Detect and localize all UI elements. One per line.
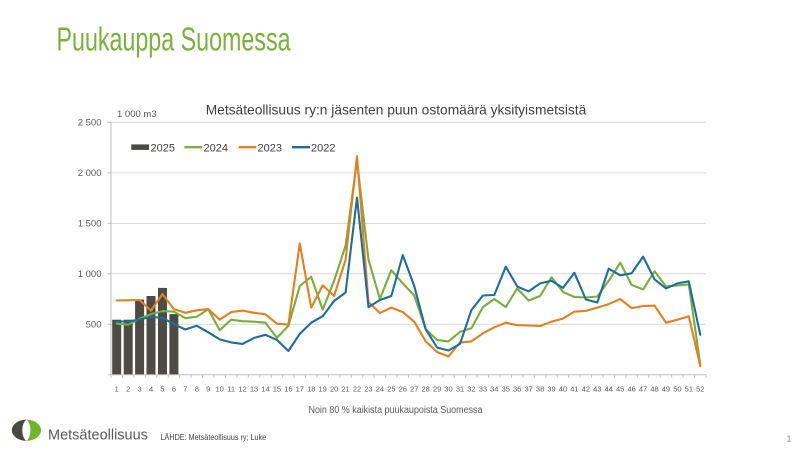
svg-text:Puukauppa Suomessa: Puukauppa Suomessa (57, 22, 291, 59)
svg-text:Metsäteollisuus: Metsäteollisuus (48, 428, 148, 444)
svg-text:1 500: 1 500 (78, 219, 102, 230)
svg-text:11: 11 (227, 385, 235, 394)
svg-text:40: 40 (559, 385, 567, 394)
svg-text:4: 4 (149, 385, 153, 394)
svg-text:32: 32 (467, 385, 475, 394)
svg-text:48: 48 (650, 385, 658, 394)
svg-text:17: 17 (296, 385, 304, 394)
svg-text:38: 38 (536, 385, 544, 394)
svg-text:45: 45 (616, 385, 624, 394)
svg-text:46: 46 (627, 385, 635, 394)
svg-text:8: 8 (195, 385, 199, 394)
svg-text:42: 42 (582, 385, 590, 394)
svg-text:2024: 2024 (204, 143, 228, 155)
svg-text:23: 23 (364, 385, 372, 394)
svg-text:500: 500 (86, 320, 102, 331)
svg-text:30: 30 (444, 385, 452, 394)
svg-text:LÄHDE: Metsäteollisuus ry; Luk: LÄHDE: Metsäteollisuus ry; Luke (161, 433, 267, 442)
svg-text:44: 44 (605, 385, 613, 394)
svg-text:22: 22 (353, 385, 361, 394)
svg-text:43: 43 (593, 385, 601, 394)
svg-text:2022: 2022 (311, 143, 335, 155)
svg-text:19: 19 (319, 385, 327, 394)
svg-text:1 000 m3: 1 000 m3 (117, 109, 157, 120)
svg-text:13: 13 (250, 385, 258, 394)
svg-text:Noin 80 % kaikista puukaupoist: Noin 80 % kaikista puukaupoista Suomessa (309, 405, 483, 416)
svg-text:16: 16 (284, 385, 292, 394)
svg-text:15: 15 (273, 385, 281, 394)
svg-text:5: 5 (160, 385, 164, 394)
svg-text:52: 52 (696, 385, 704, 394)
svg-text:47: 47 (639, 385, 647, 394)
svg-text:25: 25 (387, 385, 395, 394)
svg-text:6: 6 (172, 385, 176, 394)
svg-text:2: 2 (126, 385, 130, 394)
svg-text:51: 51 (685, 385, 693, 394)
svg-text:28: 28 (421, 385, 429, 394)
svg-text:31: 31 (456, 385, 464, 394)
svg-text:2 500: 2 500 (78, 118, 102, 129)
svg-text:26: 26 (399, 385, 407, 394)
svg-text:27: 27 (410, 385, 418, 394)
svg-text:2023: 2023 (258, 143, 282, 155)
svg-text:12: 12 (238, 385, 246, 394)
svg-text:2025: 2025 (151, 143, 175, 155)
svg-text:10: 10 (216, 385, 224, 394)
svg-text:9: 9 (206, 385, 210, 394)
svg-text:2 000: 2 000 (78, 168, 102, 179)
svg-text:3: 3 (138, 385, 142, 394)
svg-text:20: 20 (330, 385, 338, 394)
svg-text:Metsäteollisuus ry:n jäsenten: Metsäteollisuus ry:n jäsenten puun ostom… (206, 102, 587, 118)
svg-text:7: 7 (183, 385, 187, 394)
svg-text:50: 50 (673, 385, 681, 394)
svg-text:29: 29 (433, 385, 441, 394)
svg-text:34: 34 (490, 385, 498, 394)
svg-text:14: 14 (261, 385, 269, 394)
svg-text:49: 49 (662, 385, 670, 394)
svg-text:1: 1 (787, 434, 792, 444)
svg-text:37: 37 (524, 385, 532, 394)
svg-text:36: 36 (513, 385, 521, 394)
svg-text:1: 1 (115, 385, 119, 394)
svg-text:24: 24 (376, 385, 384, 394)
svg-text:41: 41 (570, 385, 578, 394)
svg-text:35: 35 (502, 385, 510, 394)
svg-text:33: 33 (479, 385, 487, 394)
svg-text:18: 18 (307, 385, 315, 394)
svg-text:1 000: 1 000 (78, 269, 102, 280)
svg-text:21: 21 (341, 385, 349, 394)
svg-text:39: 39 (547, 385, 555, 394)
